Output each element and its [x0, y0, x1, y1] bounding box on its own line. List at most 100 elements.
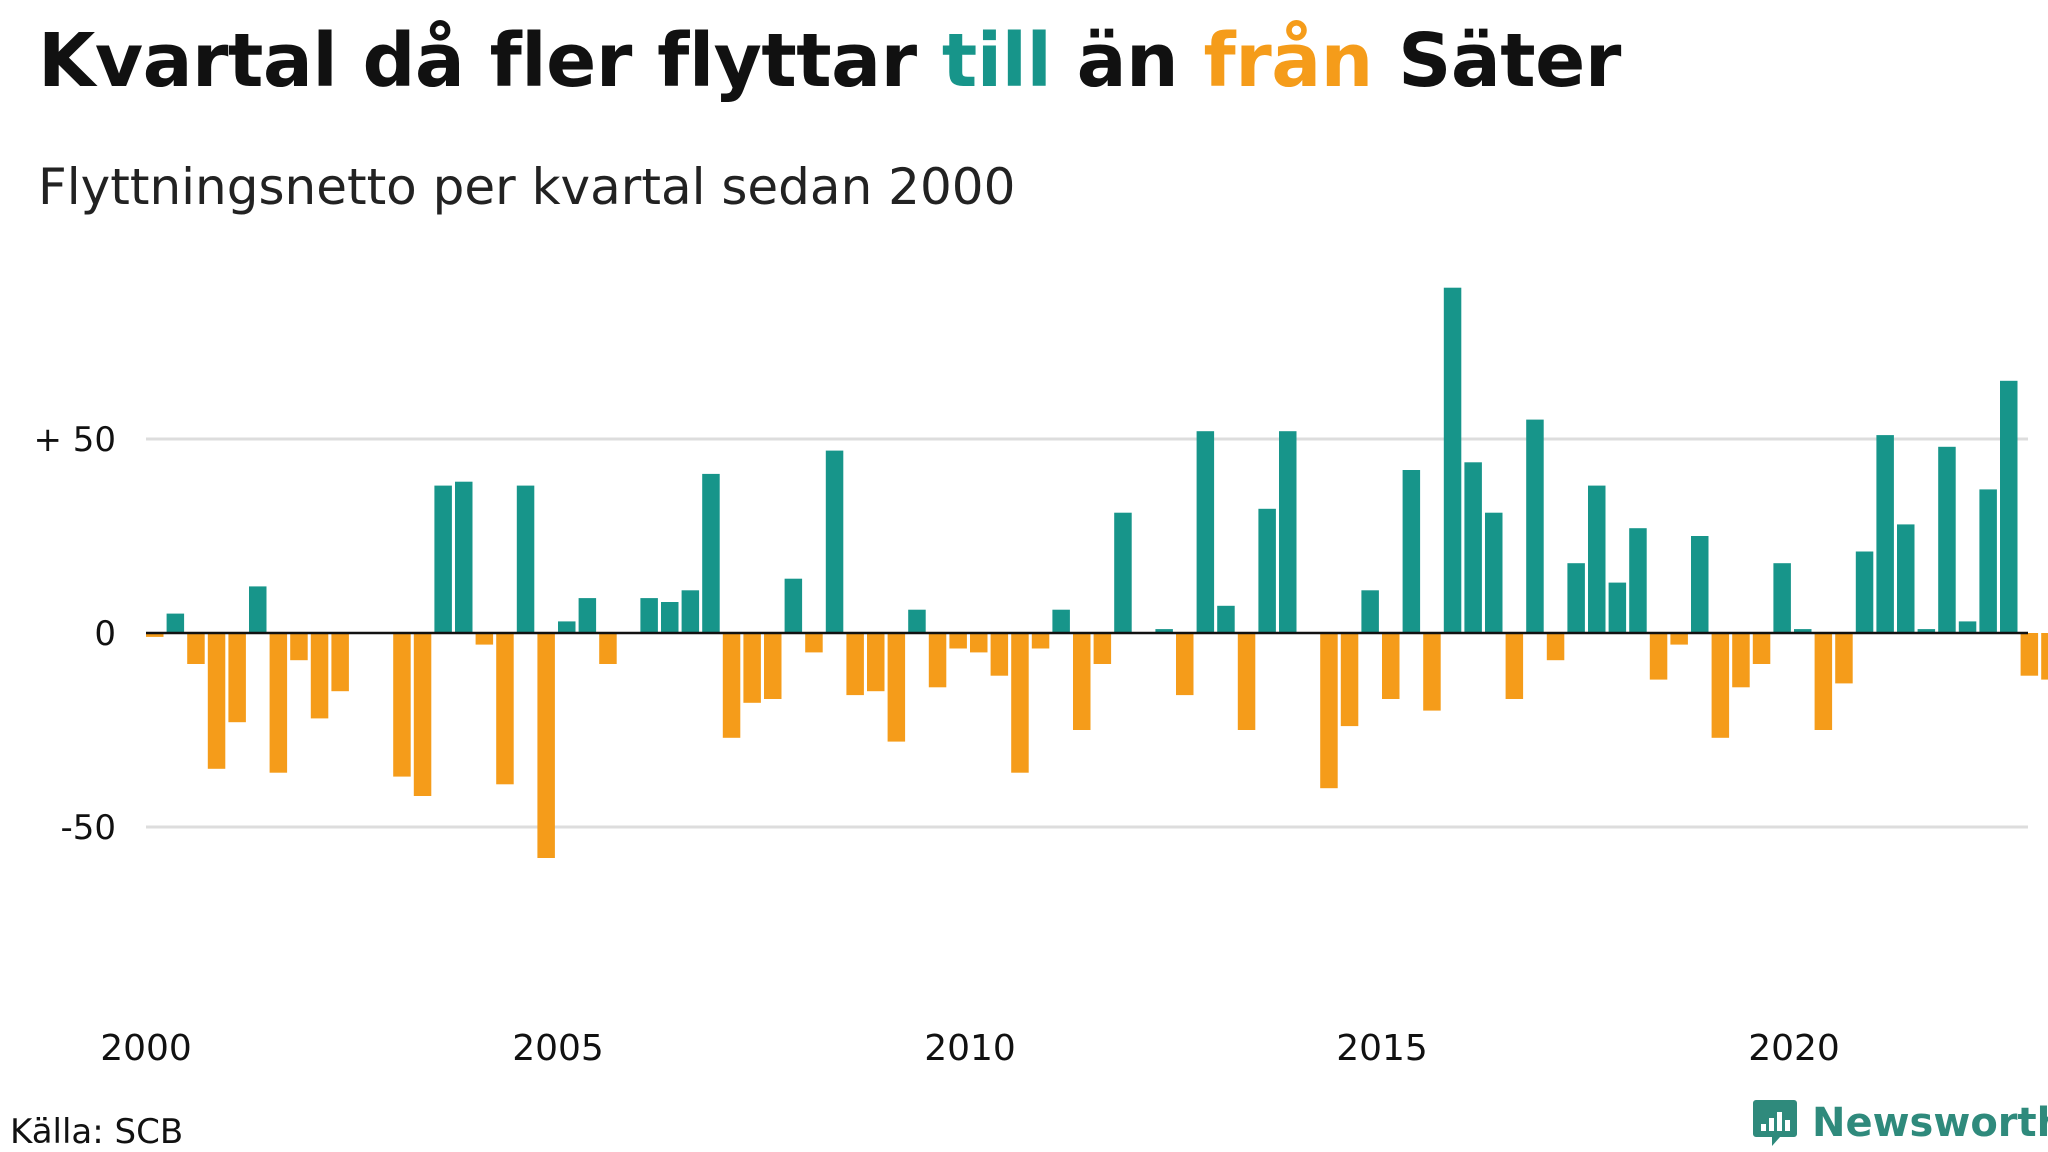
title-till: till [941, 18, 1052, 104]
bar [784, 578, 803, 633]
bar [1505, 633, 1524, 699]
bar [681, 590, 700, 633]
bar [1485, 512, 1503, 633]
bar [249, 586, 267, 633]
bar [393, 633, 411, 777]
x-tick-label: 2015 [1336, 1028, 1428, 1069]
bar [990, 633, 1009, 676]
bar [1176, 633, 1194, 696]
bar [722, 633, 741, 738]
bar [1196, 431, 1215, 633]
bar [1876, 435, 1894, 633]
bar [743, 633, 761, 703]
bar [1093, 633, 1112, 664]
brand-name: Newsworthy [1812, 1100, 2048, 1146]
bar [2041, 633, 2048, 680]
title-part-3: Säter [1372, 18, 1621, 104]
newsworthy-logo: Newsworthy [1752, 1098, 2048, 1148]
bar [805, 633, 823, 653]
bar [1835, 633, 1853, 684]
bar [475, 633, 494, 645]
bar [1361, 590, 1379, 633]
bar [413, 633, 432, 796]
bar [661, 602, 679, 633]
bar [1794, 629, 1812, 633]
bar [1773, 563, 1791, 633]
bar [1217, 605, 1235, 633]
gridlines [146, 437, 2028, 829]
bar [887, 633, 906, 742]
chart-title: Kvartal då fler flyttar till än från Sät… [38, 18, 1621, 104]
bar [1897, 524, 1915, 633]
bar [764, 633, 782, 699]
bar [331, 633, 349, 692]
bar [310, 633, 329, 719]
bar [1546, 633, 1565, 661]
bar [1608, 582, 1627, 633]
x-tick-label: 2005 [512, 1028, 604, 1069]
bar [1958, 621, 1977, 633]
bar [1031, 633, 1050, 649]
bar [1155, 629, 1173, 633]
bar [1237, 633, 1256, 730]
bar [1340, 633, 1359, 727]
bar [1588, 485, 1606, 633]
bar [1258, 508, 1276, 633]
bar [228, 633, 246, 723]
bar [1814, 633, 1833, 730]
bar [290, 633, 308, 661]
bar [1567, 563, 1585, 633]
bar [516, 485, 535, 633]
bar [578, 598, 597, 633]
x-axis-ticks: 2000 2005 2010 2015 2020 [100, 1028, 1840, 1069]
bar [867, 633, 885, 692]
bar [1443, 287, 1462, 633]
bar [207, 633, 226, 769]
bar [1011, 633, 1029, 773]
bar [1629, 528, 1647, 633]
bar [1691, 536, 1709, 633]
bar [825, 450, 844, 633]
bar [640, 598, 658, 633]
bar [1114, 512, 1132, 633]
bar [496, 633, 514, 785]
bar [908, 609, 926, 633]
bar [455, 481, 473, 633]
bar [166, 613, 185, 633]
chart-bubble-icon [1753, 1100, 1797, 1146]
bar [1423, 633, 1441, 711]
bar [269, 633, 288, 773]
bar [1464, 462, 1482, 633]
bar [1402, 470, 1421, 633]
y-tick-label: 0 [94, 614, 116, 654]
bar [928, 633, 947, 688]
bar [146, 633, 164, 637]
x-tick-label: 2000 [100, 1028, 192, 1069]
bar [558, 621, 576, 633]
bar [949, 633, 967, 649]
bar [2020, 633, 2039, 676]
bar [1526, 419, 1544, 633]
bar [1855, 551, 1874, 633]
bar [970, 633, 988, 653]
bars [146, 287, 2048, 858]
bar [2000, 380, 2018, 633]
bar [1382, 633, 1400, 699]
title-part-2: än [1051, 18, 1204, 104]
y-tick-label: -50 [60, 808, 116, 848]
title-part-1: Kvartal då fler flyttar [38, 18, 942, 104]
bar [1917, 629, 1936, 633]
chart-subtitle: Flyttningsnetto per kvartal sedan 2000 [38, 158, 1016, 216]
bar [1979, 489, 1997, 633]
bar [187, 633, 205, 664]
bar [599, 633, 617, 664]
bar [1711, 633, 1730, 738]
bar [1752, 633, 1771, 664]
y-tick-label: + 50 [33, 420, 116, 460]
y-axis-ticks: + 50 0 -50 [33, 420, 116, 848]
bar [1073, 633, 1091, 730]
source-note: Källa: SCB [10, 1112, 184, 1152]
bar [537, 633, 555, 858]
bar [702, 473, 720, 633]
x-tick-label: 2020 [1748, 1028, 1840, 1069]
